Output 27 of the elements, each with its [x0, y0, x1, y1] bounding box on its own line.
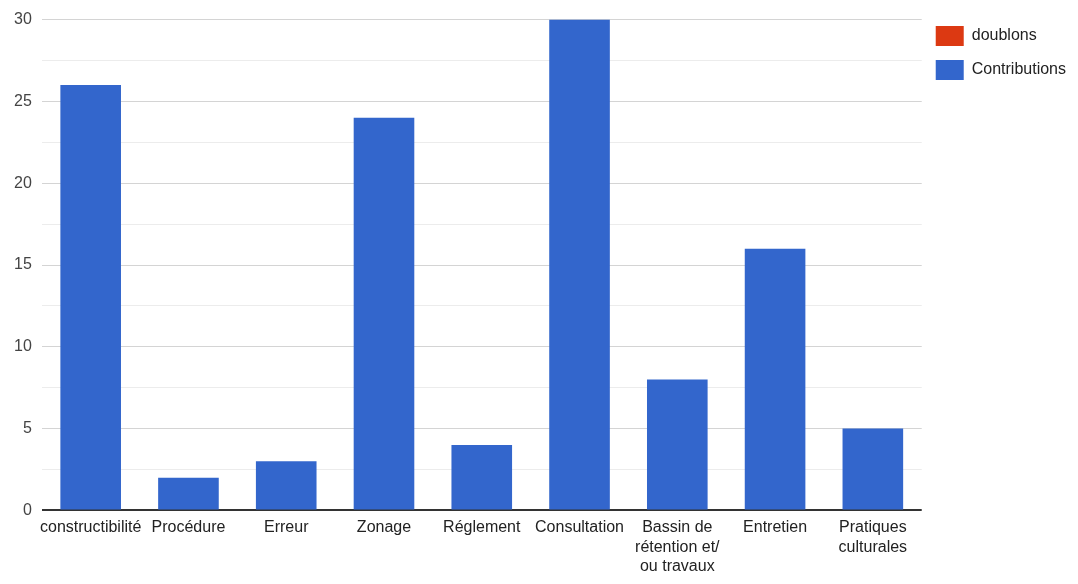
legend-label: Contributions [971, 60, 1067, 78]
x-tick-label: Réglement [443, 518, 521, 536]
x-tick-label: Zonage [356, 518, 412, 536]
legend-label: doublons [971, 26, 1037, 44]
bar [549, 19, 610, 510]
y-tick-label: 20 [14, 173, 32, 191]
y-tick-label: 30 [14, 10, 32, 28]
bar [158, 477, 219, 510]
y-tick-label: 0 [22, 500, 32, 518]
bar [353, 117, 415, 510]
y-tick-label: 15 [14, 255, 32, 273]
x-tick-label: constructibilité [39, 518, 142, 536]
x-tick-label: Entretien [743, 518, 808, 536]
bar [842, 428, 904, 510]
y-tick-label: 25 [14, 91, 32, 109]
bar [646, 379, 708, 510]
bar [451, 444, 513, 510]
x-tick-label: Bassin de rétention et/ ou travaux [635, 518, 721, 574]
x-tick-label: Erreur [264, 518, 310, 536]
x-tick-label: Consultation [535, 518, 625, 536]
x-tick-label: Procédure [151, 518, 226, 536]
y-tick-label: 5 [22, 419, 32, 437]
bar [60, 85, 121, 510]
bar [744, 248, 806, 510]
x-tick-label: Pratiques culturales [838, 518, 908, 555]
bar [255, 461, 317, 510]
y-tick-label: 10 [14, 337, 32, 355]
